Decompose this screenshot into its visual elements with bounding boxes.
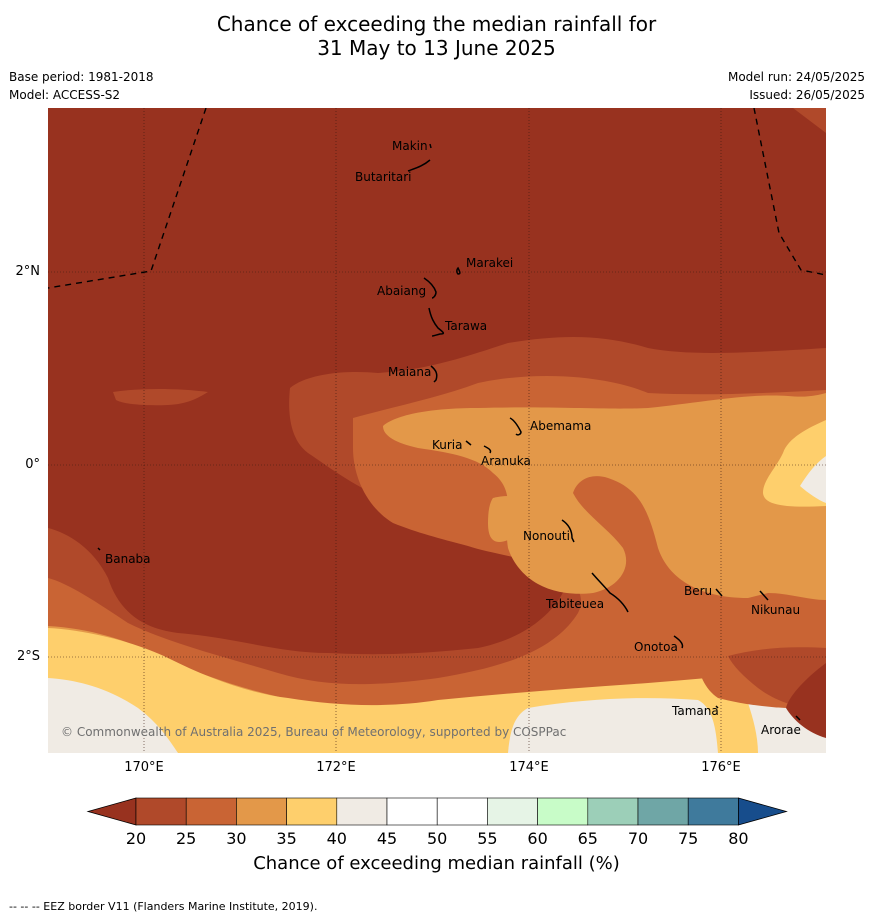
region-40-45-south-fill: [178, 708, 508, 753]
region-35-40: [48, 393, 826, 753]
colorbar-tick-75: 75: [678, 829, 699, 848]
lat-label-2s: 2°S: [16, 649, 40, 664]
meta-left: Base period: 1981-2018 Model: ACCESS-S2: [9, 68, 154, 104]
island-maiana: [430, 365, 438, 383]
island-nonouti: [561, 519, 575, 543]
colorbar-tick-35: 35: [276, 829, 297, 848]
region-neutral-45-50-s: [48, 678, 826, 753]
colorbar-segment-25-30: [185, 797, 237, 826]
colorbar-label: Chance of exceeding median rainfall (%): [253, 853, 620, 874]
island-makin: [429, 143, 432, 149]
colorbar-arrow-high: [738, 797, 788, 826]
colorbar-tick-60: 60: [527, 829, 548, 848]
model-run: Model run: 24/05/2025: [727, 70, 865, 84]
label-tamana: Tamana: [671, 704, 719, 718]
colorbar-tick-55: 55: [477, 829, 498, 848]
colorbar-tick-65: 65: [577, 829, 598, 848]
colorbar-tick-70: 70: [627, 829, 649, 848]
lat-label-2n: 2°N: [15, 264, 41, 279]
eez-footnote: -- -- -- EEZ border V11 (Flanders Marine…: [9, 900, 318, 913]
label-banaba: Banaba: [105, 552, 151, 566]
colorbar-tick-80: 80: [728, 829, 749, 848]
map-title-line1: Chance of exceeding the median rainfall …: [216, 12, 657, 36]
colorbar-tick-25: 25: [176, 829, 197, 848]
island-arorae: [795, 715, 801, 721]
lon-label-174: 174°E: [509, 760, 549, 775]
copyright-notice: © Commonwealth of Australia 2025, Bureau…: [61, 725, 566, 739]
label-makin: Makin: [392, 139, 428, 153]
island-abemama: [509, 417, 522, 436]
colorbar-arrow-low: [86, 797, 137, 826]
region-se-darkest: [786, 663, 826, 738]
label-onotoa: Onotoa: [634, 640, 678, 654]
island-tabiteuea: [591, 572, 629, 613]
eez-borders: [48, 108, 826, 289]
meta-right: Model run: 24/05/2025 Issued: 26/05/2025: [728, 68, 865, 104]
label-tarawa: Tarawa: [444, 319, 487, 333]
label-marakei: Marakei: [466, 256, 513, 270]
island-butaritari: [407, 159, 431, 172]
region-35-40-inlet: [488, 495, 526, 543]
label-butaritari: Butaritari: [355, 170, 412, 184]
eez-border-west: [48, 108, 207, 289]
rainfall-map: Makin Butaritari Marakei Abaiang Tarawa …: [48, 108, 826, 753]
label-nonouti: Nonouti: [523, 529, 570, 543]
island-tamana: [715, 705, 719, 709]
lat-label-0: 0°: [25, 457, 40, 472]
label-maiana: Maiana: [388, 365, 431, 379]
colorbar-segment-75-80: [687, 797, 739, 826]
colorbar-segment-65-70: [587, 797, 639, 826]
base-period: Base period: 1981-2018: [9, 70, 154, 84]
island-abaiang: [423, 277, 437, 299]
label-abemama: Abemama: [530, 419, 591, 433]
island-kuria: [465, 440, 472, 446]
island-nikunau: [759, 590, 769, 601]
label-beru: Beru: [684, 584, 712, 598]
colorbar-segment-70-75: [637, 797, 689, 826]
island-tarawa: [428, 307, 445, 337]
label-tabiteuea: Tabiteuea: [545, 597, 604, 611]
colorbar-tick-20: 20: [125, 829, 147, 848]
island-beru: [715, 588, 723, 597]
colorbar-segment-20-25: [135, 797, 187, 826]
colorbar-segment-45-50: [386, 797, 438, 826]
region-ne-wedge: [793, 108, 826, 133]
lon-label-172: 172°E: [316, 760, 356, 775]
colorbar-tick-50: 50: [427, 829, 448, 848]
label-kuria: Kuria: [432, 438, 463, 452]
colorbar: [86, 797, 788, 826]
label-nikunau: Nikunau: [751, 603, 800, 617]
island-onotoa: [673, 635, 684, 649]
issued-date: Issued: 26/05/2025: [749, 88, 865, 102]
eez-border-east: [753, 108, 826, 276]
colorbar-segment-55-60: [487, 797, 538, 826]
grid: [48, 108, 826, 753]
colorbar-segment-50-55: [436, 797, 488, 826]
map-title-line2: 31 May to 13 June 2025: [317, 36, 556, 60]
colorbar-tick-30: 30: [226, 829, 247, 848]
colorbar-segment-30-35: [236, 797, 287, 826]
lon-label-170: 170°E: [124, 760, 164, 775]
colorbar-segment-35-40: [286, 797, 338, 826]
island-aranuka: [483, 445, 492, 454]
colorbar-tick-45: 45: [376, 829, 398, 848]
island-banaba: [97, 547, 101, 551]
region-w-patch: [113, 389, 208, 406]
lon-label-176: 176°E: [701, 760, 741, 775]
islands: [97, 143, 801, 721]
label-arorae: Arorae: [761, 723, 801, 737]
colorbar-segment-40-45: [336, 797, 388, 826]
label-abaiang: Abaiang: [377, 284, 426, 298]
region-neutral-45-50-ne: [800, 456, 826, 503]
colorbar-segment-60-65: [537, 797, 589, 826]
colorbar-tick-40: 40: [326, 829, 347, 848]
model-name: Model: ACCESS-S2: [9, 88, 121, 102]
label-aranuka: Aranuka: [481, 454, 531, 468]
island-marakei: [456, 266, 461, 275]
